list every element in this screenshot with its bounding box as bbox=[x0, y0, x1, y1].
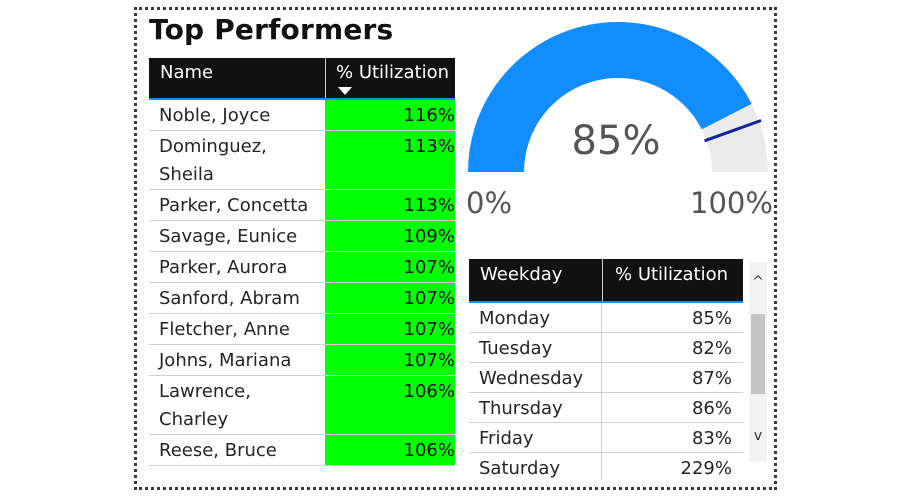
cell-utilization: 85% bbox=[691, 308, 732, 329]
cell-utilization: 107% bbox=[325, 283, 455, 313]
chevron-down-icon[interactable]: v bbox=[753, 428, 763, 444]
top-performers-table: Name % Utilization Noble, Joyce 116% Domin… bbox=[149, 58, 455, 466]
table-row[interactable]: Fletcher, Anne 107% bbox=[149, 314, 455, 345]
table-row[interactable]: Parker, Aurora 107% bbox=[149, 252, 455, 283]
table-row[interactable]: Johns, Mariana 107% bbox=[149, 345, 455, 376]
cell-weekday: Thursday bbox=[469, 393, 602, 422]
gauge-max-label: 100% bbox=[690, 186, 773, 220]
cell-name: Reese, Bruce bbox=[159, 440, 277, 461]
table-body: Monday 85% Tuesday 82% Wednesday 87% Thursday 8… bbox=[469, 303, 743, 480]
cell-name: Sanford, Abram bbox=[159, 288, 300, 309]
weekday-table: Weekday % Utilization Monday 85% Tuesday 82… bbox=[469, 259, 743, 480]
table-row[interactable]: Dominguez, Sheila 113% bbox=[149, 131, 455, 190]
table-row[interactable]: Reese, Bruce 106% bbox=[149, 435, 455, 466]
chevron-up-icon[interactable]: ^ bbox=[752, 274, 764, 290]
utilization-gauge bbox=[468, 22, 768, 173]
table-row[interactable]: Saturday 229% bbox=[469, 453, 743, 480]
cell-utilization: 107% bbox=[325, 314, 455, 344]
cell-utilization: 86% bbox=[691, 398, 732, 419]
cell-utilization: 113% bbox=[325, 131, 455, 189]
column-header-utilization-label: % Utilization bbox=[336, 62, 450, 83]
cell-utilization: 83% bbox=[691, 428, 732, 449]
table-row[interactable]: Noble, Joyce 116% bbox=[149, 100, 455, 131]
table-body: Noble, Joyce 116% Dominguez, Sheila 113% Par… bbox=[149, 100, 455, 466]
cell-weekday: Tuesday bbox=[469, 333, 602, 362]
cell-utilization: 109% bbox=[325, 221, 455, 251]
table-header: Name % Utilization bbox=[149, 58, 455, 100]
table-row[interactable]: Monday 85% bbox=[469, 303, 743, 333]
table-row[interactable]: Thursday 86% bbox=[469, 393, 743, 423]
table-header: Weekday % Utilization bbox=[469, 259, 743, 303]
cell-name: Parker, Concetta bbox=[159, 195, 309, 216]
cell-name: Dominguez, Sheila bbox=[159, 136, 267, 185]
cell-utilization: 116% bbox=[325, 100, 455, 130]
cell-weekday: Friday bbox=[469, 423, 602, 452]
cell-utilization: 87% bbox=[691, 368, 732, 389]
table-scrollbar[interactable]: ^ v bbox=[749, 262, 767, 462]
cell-name: Noble, Joyce bbox=[159, 105, 271, 126]
table-row[interactable]: Wednesday 87% bbox=[469, 363, 743, 393]
cell-utilization: 229% bbox=[680, 458, 732, 479]
cell-name: Lawrence, Charley bbox=[159, 381, 251, 430]
cell-utilization: 82% bbox=[691, 338, 732, 359]
cell-name: Johns, Mariana bbox=[159, 350, 292, 371]
cell-utilization: 113% bbox=[325, 190, 455, 220]
sort-descending-icon bbox=[338, 87, 352, 95]
gauge-min-label: 0% bbox=[466, 186, 513, 220]
cell-weekday: Saturday bbox=[469, 453, 602, 480]
table-row[interactable]: Tuesday 82% bbox=[469, 333, 743, 363]
scrollbar-thumb[interactable] bbox=[751, 314, 765, 394]
cell-utilization: 106% bbox=[325, 435, 455, 465]
table-row[interactable]: Sanford, Abram 107% bbox=[149, 283, 455, 314]
page-title: Top Performers bbox=[149, 13, 394, 46]
gauge-value-label: 85% bbox=[571, 118, 661, 164]
column-header-utilization[interactable]: % Utilization bbox=[602, 259, 743, 301]
cell-name: Fletcher, Anne bbox=[159, 319, 290, 340]
table-row[interactable]: Lawrence, Charley 106% bbox=[149, 376, 455, 435]
cell-utilization: 107% bbox=[325, 252, 455, 282]
visual-container-border bbox=[134, 7, 777, 490]
cell-weekday: Monday bbox=[469, 303, 602, 332]
table-row[interactable]: Friday 83% bbox=[469, 423, 743, 453]
column-header-utilization[interactable]: % Utilization bbox=[325, 58, 455, 98]
table-row[interactable]: Parker, Concetta 113% bbox=[149, 190, 455, 221]
cell-name: Savage, Eunice bbox=[159, 226, 298, 247]
cell-utilization: 107% bbox=[325, 345, 455, 375]
column-header-weekday[interactable]: Weekday bbox=[480, 264, 563, 285]
cell-utilization: 106% bbox=[325, 376, 455, 434]
gauge-fill bbox=[468, 22, 752, 173]
cell-weekday: Wednesday bbox=[469, 363, 602, 392]
cell-name: Parker, Aurora bbox=[159, 257, 288, 278]
table-row[interactable]: Savage, Eunice 109% bbox=[149, 221, 455, 252]
gauge-target-marker bbox=[704, 119, 762, 143]
column-header-name[interactable]: Name bbox=[160, 62, 214, 83]
